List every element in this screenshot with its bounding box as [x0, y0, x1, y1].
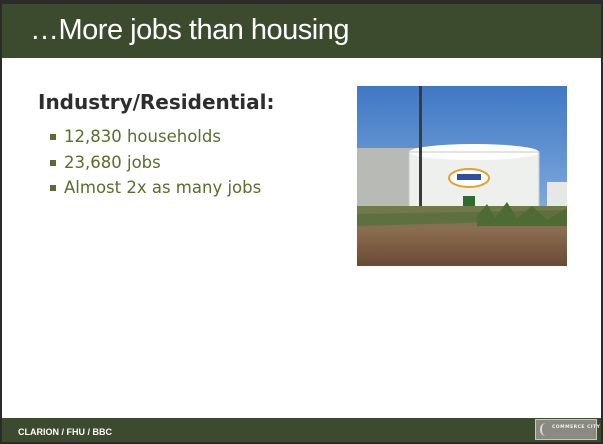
title-bar: …More jobs than housing [2, 4, 601, 58]
logo-mark [540, 423, 550, 436]
bullet-list: 12,830 households 23,680 jobs Almost 2x … [50, 124, 261, 201]
bullet: 23,680 jobs [50, 150, 261, 176]
logo: COMMERCE CITY [535, 419, 601, 440]
heading: Industry/Residential: [38, 90, 275, 114]
footer-text: CLARION / FHU / BBC [18, 427, 112, 437]
slide-title: …More jobs than housing [30, 14, 349, 46]
photo [357, 86, 567, 266]
bullet: Almost 2x as many jobs [50, 175, 261, 201]
footer-bar: CLARION / FHU / BBC COMMERCE CITY [2, 418, 601, 442]
logo-text: COMMERCE CITY [552, 425, 601, 430]
bullet: 12,830 households [50, 124, 261, 150]
